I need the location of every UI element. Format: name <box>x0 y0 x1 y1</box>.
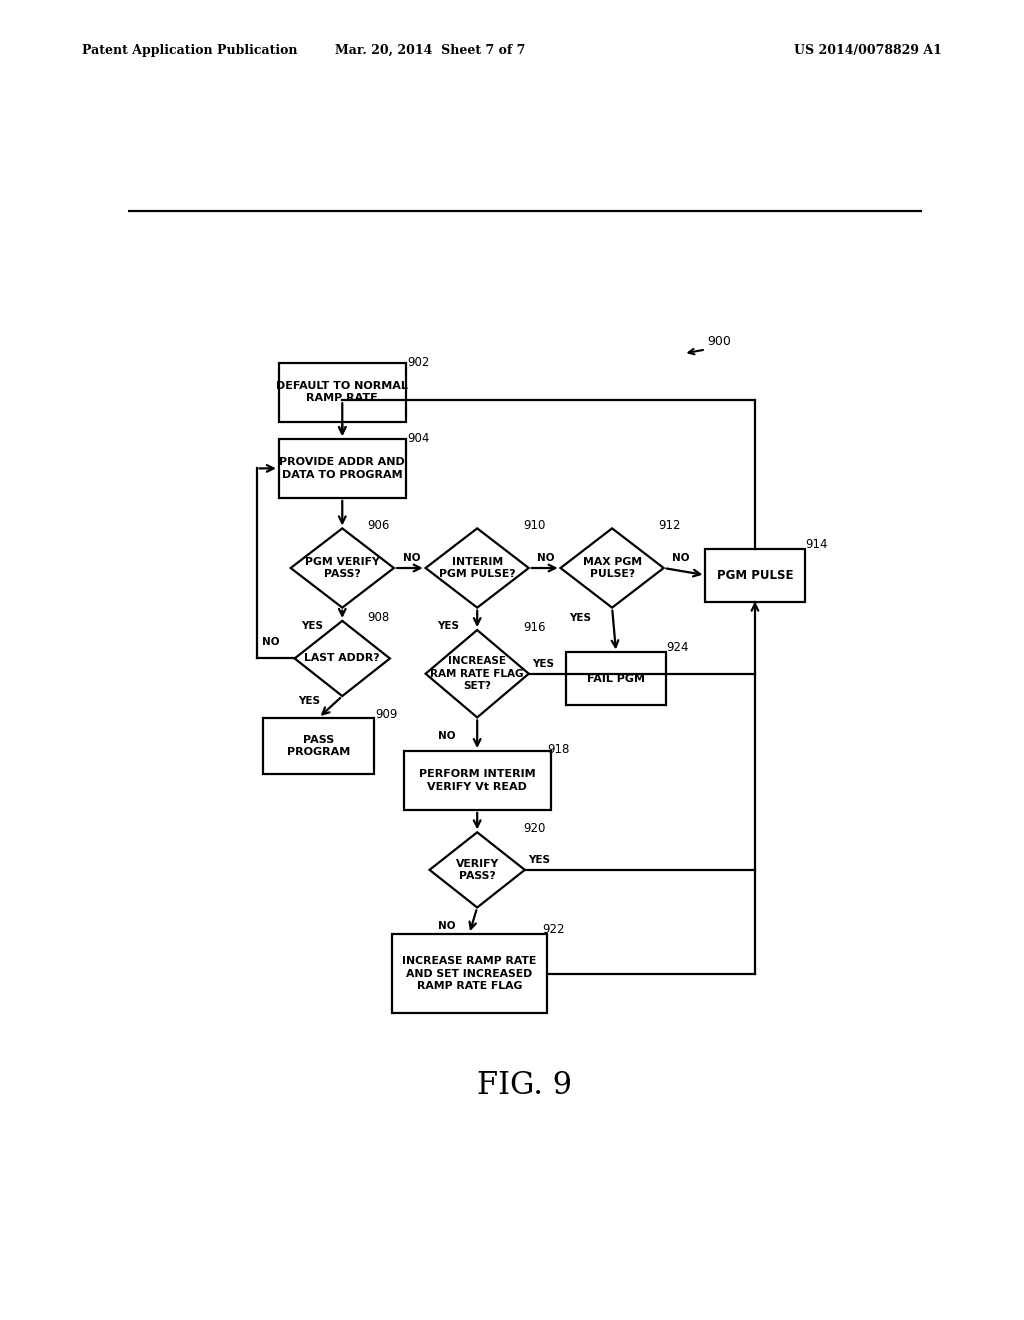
Text: YES: YES <box>301 620 324 631</box>
Bar <box>566 652 666 705</box>
Text: PGM PULSE: PGM PULSE <box>717 569 794 582</box>
Text: NO: NO <box>538 553 555 562</box>
Text: 908: 908 <box>368 611 390 624</box>
Text: NO: NO <box>673 553 690 562</box>
Text: 910: 910 <box>523 520 546 532</box>
Text: PROVIDE ADDR AND
DATA TO PROGRAM: PROVIDE ADDR AND DATA TO PROGRAM <box>280 457 406 479</box>
Text: Patent Application Publication: Patent Application Publication <box>82 44 297 57</box>
Bar <box>263 718 374 774</box>
Text: YES: YES <box>569 612 591 623</box>
Text: VERIFY
PASS?: VERIFY PASS? <box>456 859 499 880</box>
Text: PGM VERIFY
PASS?: PGM VERIFY PASS? <box>305 557 380 579</box>
Text: 920: 920 <box>523 822 546 836</box>
Text: 918: 918 <box>547 743 569 756</box>
Text: MAX PGM
PULSE?: MAX PGM PULSE? <box>583 557 642 579</box>
Bar <box>279 440 406 498</box>
Text: 909: 909 <box>376 709 398 722</box>
Bar <box>392 935 547 1014</box>
Text: INCREASE RAMP RATE
AND SET INCREASED
RAMP RATE FLAG: INCREASE RAMP RATE AND SET INCREASED RAM… <box>402 956 537 991</box>
Text: 914: 914 <box>806 537 828 550</box>
Text: 902: 902 <box>408 356 430 368</box>
Text: INTERIM
PGM PULSE?: INTERIM PGM PULSE? <box>439 557 515 579</box>
Text: 904: 904 <box>408 432 430 445</box>
Text: LAST ADDR?: LAST ADDR? <box>304 653 380 664</box>
Text: PASS
PROGRAM: PASS PROGRAM <box>287 735 350 758</box>
Text: 912: 912 <box>658 520 681 532</box>
Text: YES: YES <box>528 855 550 865</box>
Text: DEFAULT TO NORMAL
RAMP RATE: DEFAULT TO NORMAL RAMP RATE <box>276 381 409 404</box>
Text: FAIL PGM: FAIL PGM <box>587 673 645 684</box>
Text: 906: 906 <box>368 520 390 532</box>
Text: YES: YES <box>437 620 460 631</box>
Text: YES: YES <box>298 696 319 706</box>
Text: YES: YES <box>532 659 554 668</box>
Text: 916: 916 <box>523 622 546 634</box>
Text: US 2014/0078829 A1: US 2014/0078829 A1 <box>795 44 942 57</box>
Text: NO: NO <box>402 553 420 562</box>
Bar <box>279 363 406 421</box>
Text: NO: NO <box>438 921 456 931</box>
Text: 924: 924 <box>666 642 688 655</box>
Text: NO: NO <box>438 731 456 741</box>
Text: 922: 922 <box>543 923 565 936</box>
Bar <box>403 751 551 810</box>
Bar <box>706 549 805 602</box>
Text: 900: 900 <box>708 335 731 348</box>
Text: NO: NO <box>262 638 280 647</box>
Text: INCREASE
RAM RATE FLAG
SET?: INCREASE RAM RATE FLAG SET? <box>430 656 524 692</box>
Text: FIG. 9: FIG. 9 <box>477 1069 572 1101</box>
Text: PERFORM INTERIM
VERIFY Vt READ: PERFORM INTERIM VERIFY Vt READ <box>419 770 536 792</box>
Text: Mar. 20, 2014  Sheet 7 of 7: Mar. 20, 2014 Sheet 7 of 7 <box>335 44 525 57</box>
